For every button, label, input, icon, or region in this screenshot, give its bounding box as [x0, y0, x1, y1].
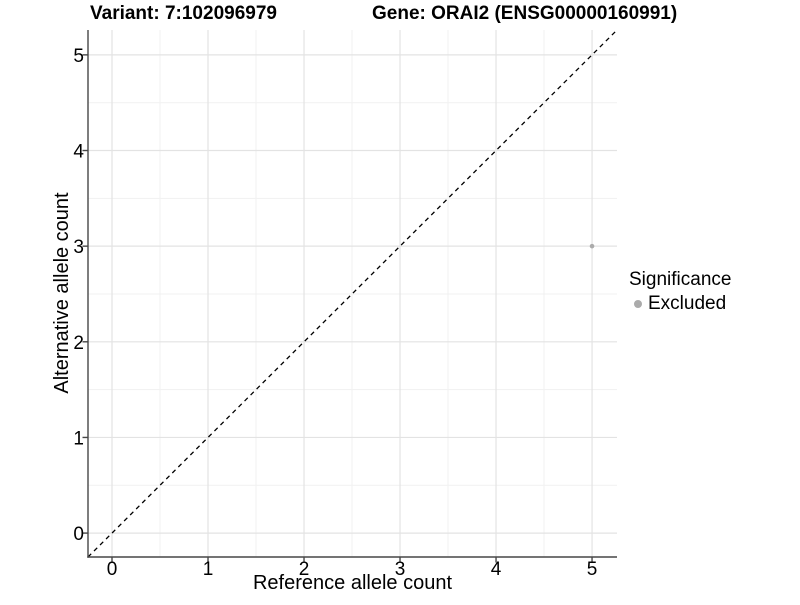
y-tick-label: 1	[73, 428, 84, 449]
x-tick-label: 3	[395, 559, 406, 580]
y-tick-label: 5	[73, 46, 84, 67]
x-tick-label: 5	[587, 559, 598, 580]
legend-item-excluded: Excluded	[629, 293, 731, 315]
x-tick-label: 0	[107, 559, 118, 580]
y-tick-label: 0	[73, 524, 84, 545]
y-tick-label: 4	[73, 142, 84, 163]
legend-title: Significance	[629, 269, 732, 290]
x-tick-label: 2	[299, 559, 310, 580]
plot-title-variant: Variant: 7:102096979	[90, 3, 277, 24]
legend: Significance Excluded	[629, 268, 731, 315]
x-tick-label: 4	[491, 559, 502, 580]
data-point	[589, 243, 595, 249]
x-axis-title: Reference allele count	[252, 572, 452, 594]
legend-point-icon	[634, 300, 642, 308]
y-axis-title: Alternative allele count	[51, 192, 73, 394]
plot-title-gene: Gene: ORAI2 (ENSG00000160991)	[372, 3, 678, 24]
x-tick-label: 1	[203, 559, 214, 580]
identity-reference-line	[87, 29, 618, 558]
y-tick-label: 3	[73, 237, 84, 258]
y-tick-label: 2	[73, 333, 84, 354]
legend-item-label: Excluded	[648, 293, 727, 314]
